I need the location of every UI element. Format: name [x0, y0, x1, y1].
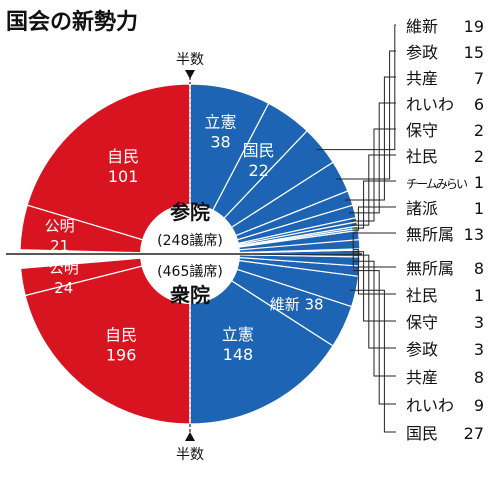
leader-衆院-社民: [353, 249, 396, 295]
callout-value-参院-維新: 19: [464, 17, 484, 36]
callout-name-参院-保守: 保守: [406, 121, 438, 140]
majority-label-bottom: 半数: [176, 447, 204, 463]
label-value-参院-公明: 21: [50, 237, 69, 255]
leader-参院-諸派: [352, 206, 396, 231]
callout-name-衆院-れいわ: れいわ: [406, 396, 454, 415]
leader-衆院-参政: [354, 254, 396, 349]
callout-value-参院-諸派: 1: [474, 199, 484, 218]
callout-name-衆院-参政: 参政: [406, 340, 438, 359]
leader-衆院-共産: [353, 260, 396, 377]
callout-value-参院-参政: 15: [464, 43, 484, 62]
callout-name-参院-社民: 社民: [406, 147, 438, 166]
wedge-衆院-自民: [24, 253, 191, 425]
page-title: 国会の新勢力: [6, 10, 139, 35]
wedge-衆院-立憲: [189, 253, 334, 425]
callout-value-衆院-保守: 3: [474, 313, 484, 332]
leader-参院-参政: [335, 50, 396, 180]
total-label-upper: (248議席): [157, 232, 223, 249]
chamber-label-lower: 衆院: [170, 283, 210, 307]
total-label-lower: (465議席): [157, 263, 223, 280]
label-name-衆院-自民: 自民: [105, 325, 137, 344]
leader-衆院-れいわ: [353, 270, 396, 405]
callout-name-参院-参政: 参政: [406, 43, 438, 62]
callout-value-参院-社民: 2: [474, 147, 484, 166]
label-name-衆院-立憲: 立憲: [222, 325, 254, 344]
callout-value-衆院-無所属: 8: [474, 259, 484, 278]
callout-value-衆院-国民: 27: [464, 424, 484, 443]
callout-value-参院-無所属: 13: [464, 225, 484, 244]
leader-参院-チームみらい: [351, 180, 396, 229]
leader-衆院-無所属: [352, 244, 396, 268]
label-value-参院-自民: 101: [108, 167, 139, 186]
callout-name-衆院-共産: 共産: [406, 368, 438, 387]
label-value-参院-国民: 22: [248, 161, 268, 180]
leader-参院-社民: [351, 154, 396, 226]
callout-name-衆院-保守: 保守: [406, 313, 438, 332]
callout-value-参院-れいわ: 6: [474, 95, 484, 114]
callout-name-参院-維新: 維新: [406, 17, 438, 36]
chamber-label-upper: 参院: [170, 200, 210, 224]
leader-衆院-保守: [354, 251, 396, 322]
callout-value-衆院-社民: 1: [474, 286, 484, 305]
callout-value-参院-共産: 7: [474, 69, 484, 88]
label-value-衆院-立憲: 148: [223, 345, 254, 364]
majority-marker-top: [185, 70, 195, 79]
callout-value-参院-チームみらい: 1: [474, 173, 484, 192]
callout-value-衆院-共産: 8: [474, 368, 484, 387]
label-value-衆院-公明: 24: [54, 279, 73, 297]
leader-参院-れいわ: [348, 102, 396, 214]
label-衆院-維新: 維新 38: [270, 296, 324, 314]
callout-name-参院-諸派: 諸派: [406, 199, 438, 218]
callout-name-参院-チームみらい: チームみらい: [406, 177, 468, 191]
callout-value-衆院-参政: 3: [474, 340, 484, 359]
label-name-参院-自民: 自民: [107, 147, 139, 166]
majority-label-top: 半数: [176, 52, 204, 68]
callout-value-参院-保守: 2: [474, 121, 484, 140]
label-name-参院-公明: 公明: [45, 217, 75, 235]
majority-marker-bottom: [185, 432, 195, 441]
label-name-参院-立憲: 立憲: [205, 113, 237, 132]
label-name-参院-国民: 国民: [243, 141, 275, 160]
callout-name-参院-れいわ: れいわ: [406, 95, 454, 114]
callout-name-衆院-無所属: 無所属: [406, 259, 454, 278]
callout-value-衆院-れいわ: 9: [474, 396, 484, 415]
callout-name-参院-共産: 共産: [406, 69, 438, 88]
label-name-衆院-公明: 公明: [49, 259, 79, 277]
leader-参院-維新: [316, 24, 396, 151]
label-value-参院-立憲: 38: [210, 133, 230, 152]
callout-name-衆院-国民: 国民: [406, 424, 438, 443]
wedge-参院-自民: [26, 83, 191, 255]
leader-衆院-国民: [349, 289, 396, 433]
callout-name-参院-無所属: 無所属: [406, 225, 454, 244]
leader-参院-保守: [350, 128, 396, 222]
leader-参院-共産: [344, 76, 396, 201]
label-value-衆院-自民: 196: [106, 345, 137, 364]
callout-name-衆院-社民: 社民: [406, 286, 438, 305]
